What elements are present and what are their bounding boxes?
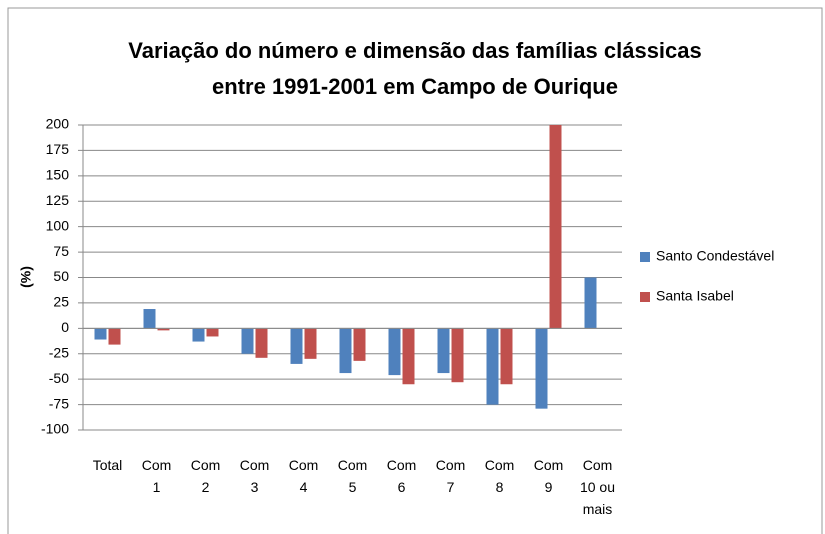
y-tick-label: -25 <box>49 344 69 360</box>
bar <box>255 328 268 358</box>
bar <box>304 328 317 359</box>
x-tick-label: Total <box>93 457 123 473</box>
bar <box>94 328 107 340</box>
bar <box>402 328 415 385</box>
y-tick-label: 125 <box>46 192 70 208</box>
bar <box>451 328 464 383</box>
x-tick-label: Com 1 <box>142 457 172 495</box>
x-tick-label: Com 5 <box>338 457 368 495</box>
x-tick-label: Com 10 ou mais <box>580 457 615 517</box>
y-tick-label: -75 <box>49 395 69 411</box>
x-tick-label: Com 8 <box>485 457 515 495</box>
bar <box>339 328 352 374</box>
bar <box>500 328 513 385</box>
bar <box>535 328 548 409</box>
y-tick-label: 150 <box>46 167 70 183</box>
x-tick-label: Com 4 <box>289 457 319 495</box>
x-tick-label: Com 3 <box>240 457 270 495</box>
bar <box>353 328 366 361</box>
bar <box>437 328 450 374</box>
bar <box>157 328 170 331</box>
chart-title: entre 1991-2001 em Campo de Ourique <box>212 74 618 99</box>
bar <box>241 328 254 354</box>
bar <box>192 328 205 342</box>
y-tick-label: 75 <box>53 243 69 259</box>
bar <box>584 277 597 329</box>
chart-frame <box>7 7 823 534</box>
legend-label: Santo Condestável <box>656 248 774 264</box>
x-tick-label: Com 9 <box>534 457 564 495</box>
legend-swatch <box>640 252 650 262</box>
bar <box>388 328 401 376</box>
y-tick-label: 50 <box>53 268 69 284</box>
bar <box>290 328 303 364</box>
x-tick-label: Com 6 <box>387 457 417 495</box>
y-tick-label: 25 <box>53 294 69 310</box>
bar <box>108 328 121 345</box>
y-tick-label: 175 <box>46 141 70 157</box>
y-axis-label: (%) <box>18 266 34 288</box>
bar <box>486 328 499 405</box>
x-tick-label: Com 2 <box>191 457 221 495</box>
bar <box>206 328 219 337</box>
bar <box>143 309 156 329</box>
chart-title: Variação do número e dimensão das famíli… <box>128 38 702 63</box>
y-tick-label: 100 <box>46 217 70 233</box>
y-tick-label: -100 <box>41 421 69 437</box>
y-tick-label: 0 <box>61 319 69 335</box>
y-tick-label: 200 <box>46 116 70 132</box>
bar <box>549 125 562 329</box>
legend-label: Santa Isabel <box>656 288 734 304</box>
x-tick-label: Com 7 <box>436 457 466 495</box>
legend-swatch <box>640 292 650 302</box>
y-tick-label: -50 <box>49 370 69 386</box>
